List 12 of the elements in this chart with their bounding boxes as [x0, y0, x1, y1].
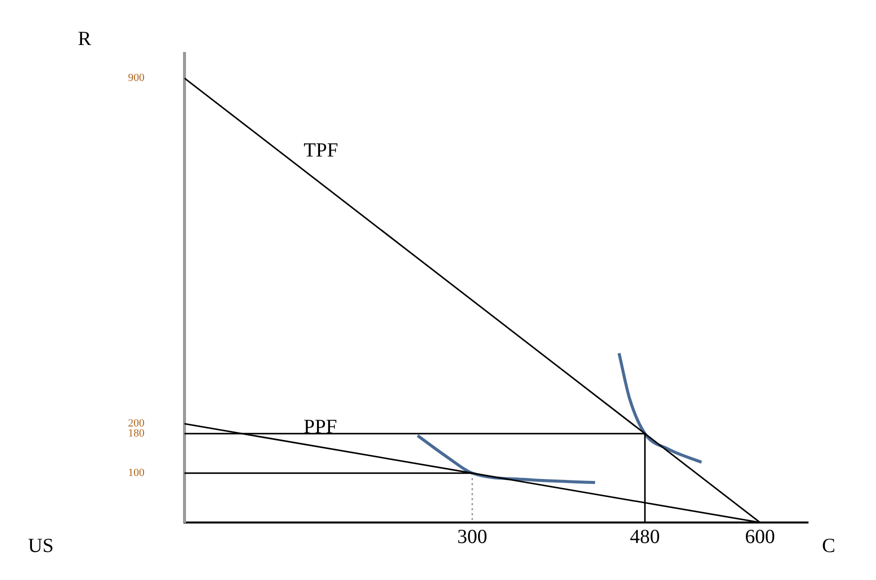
- series-label: TPF: [304, 139, 338, 162]
- x-tick-label: 300: [457, 526, 488, 548]
- series-label: PPF: [304, 416, 337, 438]
- x-tick-label: 600: [745, 526, 776, 548]
- x-axis-title: C: [822, 534, 836, 557]
- y-tick-label: 100: [128, 467, 145, 480]
- y-tick-label: 200: [128, 418, 145, 430]
- x-tick-label: 480: [630, 526, 660, 548]
- y-tick-label: 180: [128, 428, 145, 440]
- y-tick-label: 900: [128, 72, 145, 84]
- y-axis-title: R: [78, 28, 92, 50]
- text: US: [28, 534, 54, 557]
